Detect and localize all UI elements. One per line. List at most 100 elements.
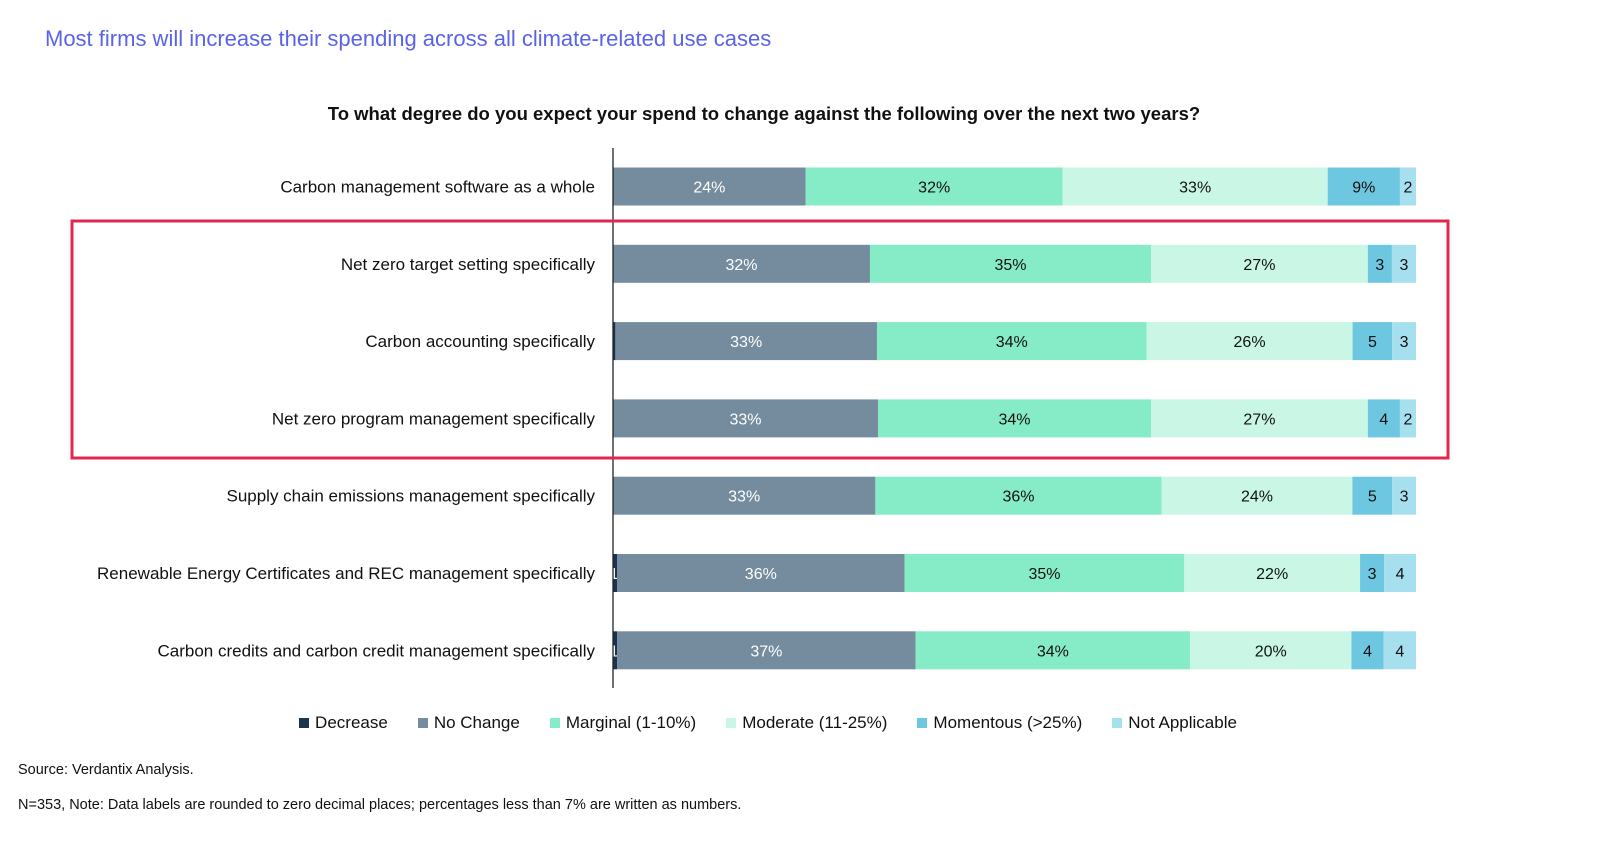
category-label-renewable-energy-certificates-and-rec-management-specifically: Renewable Energy Certificates and REC ma… (97, 564, 595, 583)
bar-marginal-1-10-row-4 (877, 399, 1152, 438)
data-label-momentous-25-row-1: 9% (1352, 180, 1375, 197)
category-label-net-zero-target-setting-specifically: Net zero target setting specifically (341, 255, 596, 274)
legend-item-decrease: Decrease (299, 713, 388, 733)
data-label-marginal-1-10-row-1: 32% (918, 180, 950, 197)
highlight-box (70, 219, 1450, 460)
category-label-net-zero-program-management-specifically: Net zero program management specifically (272, 409, 596, 428)
legend-swatch-decrease (299, 718, 310, 728)
data-label-not-applicable-row-7: 4 (1395, 643, 1404, 660)
source-note: Source: Verdantix Analysis. (18, 762, 194, 778)
data-label-moderate-11-25-row-6: 22% (1256, 566, 1288, 583)
legend-item-marginal-1-10: Marginal (1-10%) (549, 713, 697, 733)
bar-momentous-25-row-3 (1352, 322, 1393, 361)
data-label-momentous-25-row-7: 4 (1363, 643, 1372, 660)
data-label-momentous-25-row-5: 5 (1368, 489, 1377, 506)
data-label-momentous-25-row-4: 4 (1379, 411, 1388, 428)
bar-moderate-11-25-row-4 (1151, 399, 1368, 438)
data-label-momentous-25-row-2: 3 (1375, 257, 1384, 274)
bar-momentous-25-row-5 (1352, 476, 1393, 515)
bar-no-change-row-4 (613, 399, 878, 438)
page-headline: Most firms will increase their spending … (45, 26, 772, 51)
data-label-not-applicable-row-5: 3 (1400, 489, 1409, 506)
bar-marginal-1-10-row-3 (876, 322, 1147, 361)
bar-not-applicable-row-7 (1383, 631, 1416, 670)
category-label-carbon-accounting-specifically: Carbon accounting specifically (365, 332, 595, 351)
bar-momentous-25-row-6 (1360, 554, 1385, 592)
legend-swatch-no-change (417, 718, 428, 728)
bar-not-applicable-row-1 (1399, 167, 1416, 206)
chart-title: To what degree do you expect your spend … (328, 103, 1200, 124)
data-label-no-change-row-2: 32% (725, 257, 757, 274)
bar-moderate-11-25-row-5 (1161, 476, 1353, 515)
data-label-no-change-row-7: 37% (750, 643, 782, 660)
data-label-moderate-11-25-row-2: 27% (1243, 257, 1275, 274)
bar-decrease-row-7 (613, 631, 618, 670)
category-labels: Carbon management software as a whole Net… (97, 178, 595, 661)
legend-swatch-moderate-11-25 (726, 718, 737, 728)
legend-item-no-change: No Change (417, 713, 520, 733)
data-label-no-change-row-5: 33% (728, 489, 760, 506)
bar-moderate-11-25-row-6 (1184, 554, 1361, 592)
bar-moderate-11-25-row-3 (1146, 322, 1353, 361)
bar-decrease-row-3 (613, 322, 616, 361)
data-label-no-change-row-4: 33% (729, 411, 761, 428)
bar-not-applicable-row-5 (1392, 476, 1416, 515)
bar-marginal-1-10-row-1 (805, 167, 1063, 206)
data-label-momentous-25-row-3: 5 (1368, 334, 1377, 351)
data-label-no-change-row-1: 24% (693, 180, 725, 197)
data-label-no-change-row-3: 33% (730, 334, 762, 351)
data-label-moderate-11-25-row-4: 27% (1243, 411, 1275, 428)
legend-label-decrease: Decrease (315, 713, 388, 732)
legend-label-momentous-25: Momentous (>25%) (933, 713, 1083, 732)
data-label-marginal-1-10-row-7: 34% (1037, 643, 1069, 660)
data-label-not-applicable-row-1: 2 (1404, 180, 1413, 197)
bar-not-applicable-row-2 (1391, 244, 1416, 283)
legend-label-not-applicable: Not Applicable (1128, 713, 1237, 732)
stacked-bar-chart: To what degree do you expect your spend … (70, 103, 1450, 688)
legend-swatch-not-applicable (1112, 718, 1123, 728)
data-label-marginal-1-10-row-3: 34% (996, 334, 1028, 351)
legend-item-momentous-25: Momentous (>25%) (917, 713, 1082, 733)
bar-marginal-1-10-row-7 (915, 631, 1191, 670)
bar-moderate-11-25-row-7 (1190, 631, 1352, 670)
bar-momentous-25-row-2 (1367, 244, 1392, 283)
legend-swatch-marginal-1-10 (549, 718, 560, 728)
bar-momentous-25-row-7 (1351, 631, 1384, 670)
data-label-not-applicable-row-4: 2 (1404, 411, 1413, 428)
bar-not-applicable-row-3 (1392, 322, 1416, 361)
data-label-decrease-row-7: 1 (610, 643, 619, 660)
chart-legend: Decrease No Change Marginal (1-10%) Moderat… (0, 713, 1536, 733)
data-label-not-applicable-row-6: 4 (1396, 566, 1405, 583)
legend-item-not-applicable: Not Applicable (1112, 713, 1237, 733)
bars-layer: 24% 32% 33% 9% 232% 35% 27% 3 333% 34% 26% 5 333% 34%… (610, 167, 1416, 670)
data-label-momentous-25-row-6: 3 (1368, 566, 1377, 583)
data-label-decrease-row-6: 1 (610, 566, 619, 583)
legend-label-marginal-1-10: Marginal (1-10%) (565, 713, 697, 732)
category-label-carbon-management-software-as-a-whole: Carbon management software as a whole (280, 178, 595, 197)
bar-not-applicable-row-6 (1384, 554, 1416, 592)
bar-no-change-row-3 (615, 322, 877, 361)
data-label-marginal-1-10-row-6: 35% (1028, 566, 1060, 583)
data-label-marginal-1-10-row-5: 36% (1002, 489, 1034, 506)
bar-moderate-11-25-row-1 (1062, 167, 1328, 206)
bar-decrease-row-6 (613, 554, 617, 592)
data-label-marginal-1-10-row-4: 34% (998, 411, 1030, 428)
bar-no-change-row-5 (613, 476, 876, 515)
bar-momentous-25-row-4 (1367, 399, 1400, 438)
category-label-carbon-credits-and-carbon-credit-management-specifically: Carbon credits and carbon credit managem… (157, 641, 595, 660)
bar-marginal-1-10-row-2 (869, 244, 1152, 283)
data-label-moderate-11-25-row-5: 24% (1241, 489, 1273, 506)
data-label-not-applicable-row-2: 3 (1400, 257, 1409, 274)
legend-label-no-change: No Change (433, 713, 520, 732)
legend-label-moderate-11-25: Moderate (11-25%) (742, 713, 888, 732)
data-label-marginal-1-10-row-2: 35% (994, 257, 1026, 274)
bar-not-applicable-row-4 (1399, 399, 1416, 438)
bar-no-change-row-1 (613, 167, 806, 206)
data-label-moderate-11-25-row-1: 33% (1179, 180, 1211, 197)
bar-marginal-1-10-row-5 (875, 476, 1162, 515)
data-label-not-applicable-row-3: 3 (1400, 334, 1409, 351)
data-label-moderate-11-25-row-7: 20% (1255, 643, 1287, 660)
bar-marginal-1-10-row-6 (904, 554, 1185, 592)
legend-item-moderate-11-25: Moderate (11-25%) (726, 713, 887, 733)
bar-momentous-25-row-1 (1327, 167, 1400, 206)
